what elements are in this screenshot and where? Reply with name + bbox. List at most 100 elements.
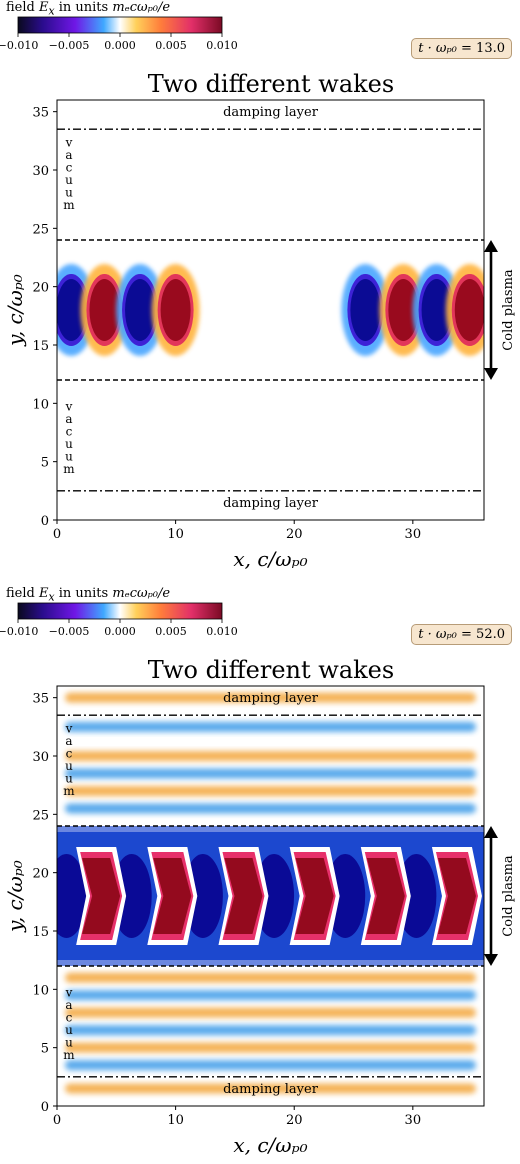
wake-blob: [379, 264, 428, 356]
vacuum-wave-stripe: [65, 721, 476, 732]
vacuum-wave-stripe: [65, 990, 476, 1001]
chevron-wake-blue: [57, 854, 87, 938]
plot-frame: [56, 685, 485, 1107]
wake-blob: [116, 264, 165, 356]
x-tick-label: 20: [286, 1113, 303, 1128]
y-tick-label: 25: [32, 808, 49, 823]
damping-layer-label-bottom: damping layer: [223, 496, 319, 511]
vacuum-wave-stripe: [65, 1060, 476, 1071]
y-tick-label: 0: [41, 514, 49, 529]
x-tick-label: 30: [405, 527, 422, 542]
heatmap-chart-2: −0.010 −0.005 0.000 0.005 0.010 0 10 20 30 0 5 10 15…: [0, 602, 516, 1157]
y-tick-label: 10: [32, 983, 49, 998]
time-badge: t · ωₚ₀ = 13.0: [411, 38, 512, 59]
panel-1: field Ex in units mₑcωₚ₀/e t · ωₚ₀ = 13.…: [0, 0, 520, 578]
y-tick-label: 20: [32, 867, 49, 882]
time-badge: t · ωₚ₀ = 52.0: [411, 624, 512, 645]
wake-blob: [412, 264, 461, 356]
colorbar-tick-label: 0.000: [104, 625, 136, 638]
heatmap-area: [57, 686, 484, 1106]
colorbar-tick-label: 0.010: [206, 39, 238, 52]
chart-title: Two different wakes: [147, 656, 395, 684]
heatmap-chart-1: −0.010 −0.005 0.000 0.005 0.010 0 10 20 30 0 5 10 15…: [0, 16, 516, 571]
colorbar-title: field Ex in units mₑcωₚ₀/e: [6, 0, 171, 18]
y-tick-label: 30: [32, 164, 49, 179]
colorbar-tick-label: 0.010: [206, 625, 238, 638]
heatmap-area: [57, 100, 484, 520]
plasma-arrow-head-up: [484, 826, 498, 838]
wake-blob: [445, 264, 484, 356]
chevron-wake-red: [82, 858, 121, 934]
wake-blob: [151, 264, 200, 356]
plasma-edge-top: [57, 826, 484, 832]
vacuum-wave-stripe: [65, 803, 476, 814]
plasma-label: Cold plasma: [501, 269, 516, 351]
plot-frame: [56, 99, 485, 521]
plasma-arrow-head-down: [484, 954, 498, 966]
plasma-arrow-head-down: [484, 368, 498, 380]
wake-blob-core: [388, 279, 419, 341]
plasma-arrow-head-up: [484, 240, 498, 252]
vacuum-wave-stripe: [65, 768, 476, 779]
vacuum-wave-stripe: [65, 786, 476, 796]
colorbar: [17, 16, 223, 34]
chevron-wake-red: [224, 858, 263, 934]
damping-layer-label-top: damping layer: [223, 691, 319, 706]
x-axis-label: x, c/ωₚ₀: [233, 1133, 307, 1157]
wake-blob: [341, 264, 390, 356]
y-tick-label: 0: [41, 1100, 49, 1115]
y-tick-label: 10: [32, 397, 49, 412]
wake-blob-core: [350, 279, 381, 341]
vacuum-wave-stripe: [65, 1025, 476, 1036]
plasma-edge-bottom: [57, 960, 484, 966]
chevron-wake-red: [295, 858, 334, 934]
x-tick-label: 10: [167, 527, 184, 542]
y-axis-label: y, c/ωₚ₀: [3, 860, 27, 933]
damping-layer-label-bottom: damping layer: [223, 1082, 319, 1097]
colorbar: [17, 602, 223, 620]
chevron-wake-red: [153, 858, 192, 934]
damping-layer-label-top: damping layer: [223, 105, 319, 120]
plasma-label: Cold plasma: [501, 855, 516, 937]
y-tick-label: 30: [32, 750, 49, 765]
vacuum-wave-stripe: [65, 972, 476, 983]
colorbar-tick-label: −0.005: [49, 625, 90, 638]
wake-blob-core: [125, 279, 156, 341]
y-tick-label: 15: [32, 339, 49, 354]
y-tick-label: 25: [32, 222, 49, 237]
y-tick-label: 35: [32, 106, 49, 121]
y-tick-label: 5: [41, 456, 49, 471]
x-axis-label: x, c/ωₚ₀: [233, 547, 307, 571]
wake-blob-core: [57, 279, 87, 341]
chevron-wake-red: [366, 858, 405, 934]
y-tick-label: 15: [32, 925, 49, 940]
y-tick-label: 5: [41, 1042, 49, 1057]
wake-blob: [80, 264, 129, 356]
chevron-wake-red: [437, 858, 476, 934]
x-tick-label: 30: [405, 1113, 422, 1128]
colorbar-tick-label: −0.010: [0, 39, 38, 52]
x-tick-label: 10: [167, 1113, 184, 1128]
vacuum-wave-stripe: [65, 1083, 476, 1094]
colorbar-tick-label: −0.005: [49, 39, 90, 52]
vacuum-wave-stripe: [65, 692, 476, 703]
vacuum-wave-stripe: [65, 1042, 476, 1053]
x-tick-label: 20: [286, 527, 303, 542]
y-axis-label: y, c/ωₚ₀: [3, 274, 27, 347]
wake-blob-core: [454, 279, 484, 341]
wake-blob-core: [89, 279, 120, 341]
colorbar-title: field Ex in units mₑcωₚ₀/e: [6, 586, 171, 604]
colorbar-tick-label: −0.010: [0, 625, 38, 638]
colorbar-tick-label: 0.005: [155, 39, 187, 52]
y-tick-label: 20: [32, 281, 49, 296]
colorbar-tick-label: 0.005: [155, 625, 187, 638]
x-tick-label: 0: [53, 527, 61, 542]
vacuum-wave-stripe: [65, 751, 476, 761]
chart-title: Two different wakes: [147, 70, 395, 98]
wake-blob-core: [160, 279, 191, 341]
x-tick-label: 0: [53, 1113, 61, 1128]
